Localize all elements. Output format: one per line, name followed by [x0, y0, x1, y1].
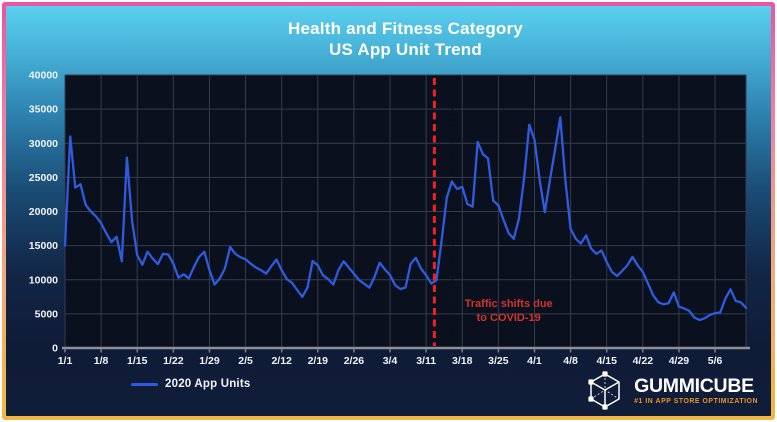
y-axis-tick-label: 20000	[29, 206, 58, 218]
x-axis-tick-label: 3/25	[488, 355, 509, 367]
legend-label: 2020 App Units	[165, 378, 251, 390]
x-axis-tick-label: 2/5	[238, 355, 253, 367]
x-axis-tick-label: 3/4	[383, 355, 398, 367]
x-axis-tick-label: 2/12	[271, 355, 292, 367]
trend-chart: 0 5000 10000 15000 20000 25000 30000 35000 40000…	[29, 70, 750, 367]
chart-title-line2: US App Unit Trend	[329, 40, 482, 59]
legend-line-swatch	[131, 382, 158, 386]
x-axis-tick-label: 2/19	[308, 355, 329, 367]
logo-name: GUMMICUBE	[634, 375, 754, 397]
x-axis-tick-label: 1/1	[58, 355, 73, 367]
gummicube-logo: GUMMICUBE #1 IN APP STORE OPTIMIZATION	[585, 370, 758, 412]
covid-annotation-line2: to COVID-19	[477, 312, 541, 324]
x-axis-tick-label: 4/29	[669, 355, 690, 367]
x-axis-tick-label: 3/18	[452, 355, 473, 367]
x-axis-tick-label: 3/11	[416, 355, 436, 367]
y-axis-tick-label: 5000	[35, 308, 59, 320]
x-axis-tick-label: 1/22	[163, 355, 184, 367]
y-axis-tick-label: 35000	[29, 104, 58, 116]
covid-annotation-line1: Traffic shifts due	[465, 298, 553, 310]
x-axis-tick-label: 4/8	[563, 355, 578, 367]
x-axis-tick-label: 4/15	[596, 355, 617, 367]
x-axis-tick-label: 1/29	[199, 355, 220, 367]
legend: 2020 App Units	[131, 378, 250, 390]
chart-title: Health and Fitness Category US App Unit …	[65, 18, 746, 60]
plot-area	[65, 75, 746, 348]
chart-background: Health and Fitness Category US App Unit …	[6, 6, 771, 416]
chart-title-line1: Health and Fitness Category	[288, 19, 523, 38]
y-axis-tick-label: 40000	[29, 70, 58, 82]
x-axis-tick-label: 4/1	[527, 355, 542, 367]
cube-wireframe-icon	[588, 371, 620, 410]
logo-tagline: #1 IN APP STORE OPTIMIZATION	[634, 398, 758, 405]
y-axis-tick-label: 15000	[29, 240, 58, 252]
app-units-2020-line	[63, 116, 748, 322]
x-axis-tick-label: 1/8	[94, 355, 109, 367]
x-axis-tick-label: 1/15	[127, 355, 148, 367]
y-axis-tick-label: 25000	[29, 172, 58, 184]
x-axis-tick-label: 4/22	[633, 355, 654, 367]
y-axis-tick-label: 30000	[29, 138, 58, 150]
y-axis-tick-label: 0	[52, 343, 58, 355]
x-axis-tick-label: 5/6	[708, 355, 723, 367]
y-axis-tick-label: 10000	[29, 274, 58, 286]
x-axis-tick-label: 2/26	[344, 355, 365, 367]
